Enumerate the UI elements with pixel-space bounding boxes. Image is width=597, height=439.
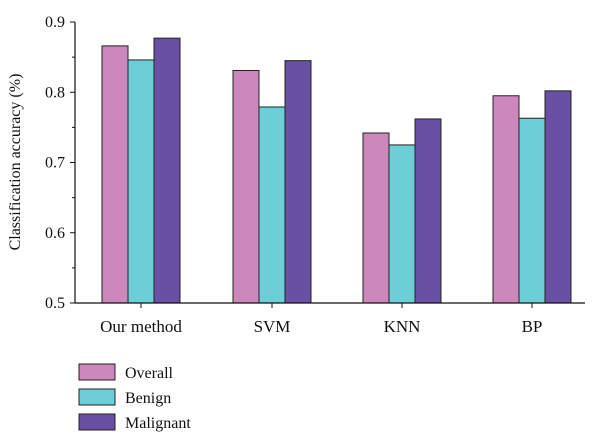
bar-benign-2: [388, 144, 416, 304]
y-axis-title: Classification accuracy (%): [7, 74, 24, 251]
x-tick-label: SVM: [254, 317, 291, 336]
legend-swatch-benign: [78, 388, 116, 406]
legend-label-overall: Overall: [125, 365, 174, 382]
bar-overall-3: [492, 95, 520, 304]
bar-malignant-1: [284, 60, 312, 304]
bar-malignant-2: [414, 118, 442, 304]
legend: Overall Benign Malignant: [78, 363, 191, 432]
bar-benign-3: [518, 117, 546, 304]
axes-group: Our method SVM KNN BP 0.5 0.6 0.7 0.8 0.9: [45, 14, 585, 336]
bar-overall-0: [101, 45, 129, 304]
y-tick-label: 0.8: [45, 84, 65, 101]
bar-benign-0: [127, 59, 155, 304]
legend-label-malignant: Malignant: [125, 415, 191, 432]
bars-group: [101, 37, 572, 304]
y-tick-label: 0.7: [45, 155, 65, 172]
bar-malignant-3: [544, 90, 572, 304]
y-tick-label: 0.5: [45, 295, 65, 312]
y-tick-label: 0.9: [45, 14, 65, 31]
legend-swatch-overall: [78, 363, 116, 381]
bar-overall-1: [232, 69, 260, 304]
legend-label-benign: Benign: [125, 390, 171, 407]
y-tick-label: 0.6: [45, 225, 65, 242]
legend-swatch-malignant: [78, 413, 116, 431]
bar-overall-2: [362, 132, 390, 304]
x-tick-label: Our method: [100, 317, 182, 336]
x-tick-label: BP: [522, 317, 543, 336]
bar-benign-1: [258, 106, 286, 304]
x-tick-label: KNN: [384, 317, 421, 336]
bar-malignant-0: [153, 37, 181, 304]
